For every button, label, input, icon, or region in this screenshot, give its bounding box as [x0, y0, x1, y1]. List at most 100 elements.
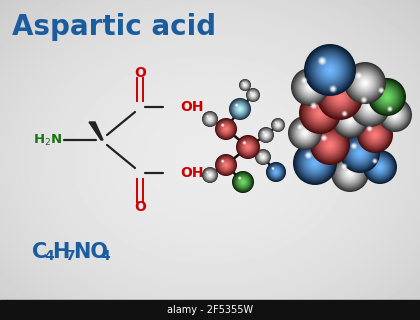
- Circle shape: [301, 94, 339, 132]
- Circle shape: [242, 82, 248, 88]
- Circle shape: [382, 102, 408, 128]
- Circle shape: [328, 143, 332, 147]
- Circle shape: [350, 87, 390, 127]
- Circle shape: [348, 66, 382, 100]
- Circle shape: [358, 76, 373, 90]
- Circle shape: [260, 153, 262, 155]
- Circle shape: [220, 123, 225, 127]
- Circle shape: [353, 90, 387, 124]
- Circle shape: [329, 85, 337, 93]
- Circle shape: [373, 159, 377, 164]
- Circle shape: [376, 163, 384, 171]
- Circle shape: [381, 100, 410, 130]
- Circle shape: [305, 152, 311, 158]
- Circle shape: [261, 155, 265, 159]
- Circle shape: [353, 146, 367, 160]
- Circle shape: [265, 134, 267, 136]
- Circle shape: [298, 75, 323, 99]
- Circle shape: [356, 93, 384, 121]
- Circle shape: [319, 134, 341, 156]
- Circle shape: [364, 82, 366, 84]
- Text: 7: 7: [65, 249, 75, 263]
- Circle shape: [241, 81, 249, 89]
- Circle shape: [359, 119, 391, 151]
- Circle shape: [315, 54, 346, 85]
- Circle shape: [356, 149, 364, 157]
- Circle shape: [334, 157, 366, 189]
- Circle shape: [366, 103, 374, 111]
- Circle shape: [206, 171, 209, 173]
- Circle shape: [238, 177, 241, 180]
- Circle shape: [332, 102, 368, 138]
- Circle shape: [235, 174, 251, 190]
- Circle shape: [318, 58, 342, 82]
- Circle shape: [365, 153, 394, 181]
- Circle shape: [236, 105, 237, 106]
- Circle shape: [224, 163, 228, 167]
- Circle shape: [331, 86, 336, 92]
- Circle shape: [295, 123, 315, 143]
- Circle shape: [307, 47, 353, 93]
- Circle shape: [265, 134, 267, 136]
- Circle shape: [218, 157, 234, 173]
- Circle shape: [315, 130, 345, 160]
- Circle shape: [329, 69, 331, 71]
- Circle shape: [241, 81, 249, 89]
- Circle shape: [221, 160, 224, 163]
- Circle shape: [364, 124, 386, 146]
- Circle shape: [372, 132, 378, 138]
- Circle shape: [326, 141, 334, 149]
- Circle shape: [244, 142, 245, 143]
- Circle shape: [239, 177, 241, 179]
- Circle shape: [324, 139, 336, 151]
- Circle shape: [319, 76, 361, 118]
- Circle shape: [242, 141, 247, 145]
- Circle shape: [305, 153, 325, 173]
- Circle shape: [339, 109, 361, 131]
- Circle shape: [221, 124, 231, 134]
- Circle shape: [236, 105, 244, 113]
- Circle shape: [344, 115, 355, 125]
- Circle shape: [202, 111, 218, 127]
- Circle shape: [339, 163, 360, 183]
- Circle shape: [204, 169, 216, 181]
- Circle shape: [313, 161, 317, 165]
- Circle shape: [204, 113, 216, 125]
- Circle shape: [369, 156, 391, 178]
- Circle shape: [217, 156, 235, 174]
- Circle shape: [239, 80, 250, 90]
- Circle shape: [233, 172, 253, 192]
- Circle shape: [347, 117, 353, 123]
- Circle shape: [222, 125, 230, 133]
- Circle shape: [305, 152, 312, 159]
- Circle shape: [242, 82, 248, 88]
- Circle shape: [250, 92, 256, 98]
- Circle shape: [362, 122, 388, 148]
- Circle shape: [236, 104, 238, 106]
- Circle shape: [350, 68, 380, 98]
- Circle shape: [358, 118, 392, 152]
- Circle shape: [310, 51, 349, 90]
- Circle shape: [251, 93, 255, 97]
- Circle shape: [221, 123, 225, 127]
- Circle shape: [368, 127, 372, 131]
- Circle shape: [277, 124, 279, 126]
- Circle shape: [236, 175, 249, 188]
- Circle shape: [314, 162, 316, 164]
- Circle shape: [297, 124, 303, 130]
- Circle shape: [304, 81, 316, 93]
- Circle shape: [244, 84, 247, 86]
- Circle shape: [205, 113, 215, 124]
- Circle shape: [391, 111, 399, 119]
- Circle shape: [358, 75, 359, 76]
- Circle shape: [378, 87, 384, 93]
- Circle shape: [388, 108, 391, 110]
- Circle shape: [243, 141, 253, 152]
- Circle shape: [353, 145, 355, 147]
- Circle shape: [342, 111, 347, 116]
- Circle shape: [368, 105, 372, 109]
- Circle shape: [261, 130, 271, 140]
- Circle shape: [302, 78, 307, 83]
- Circle shape: [294, 142, 336, 184]
- Circle shape: [361, 121, 389, 149]
